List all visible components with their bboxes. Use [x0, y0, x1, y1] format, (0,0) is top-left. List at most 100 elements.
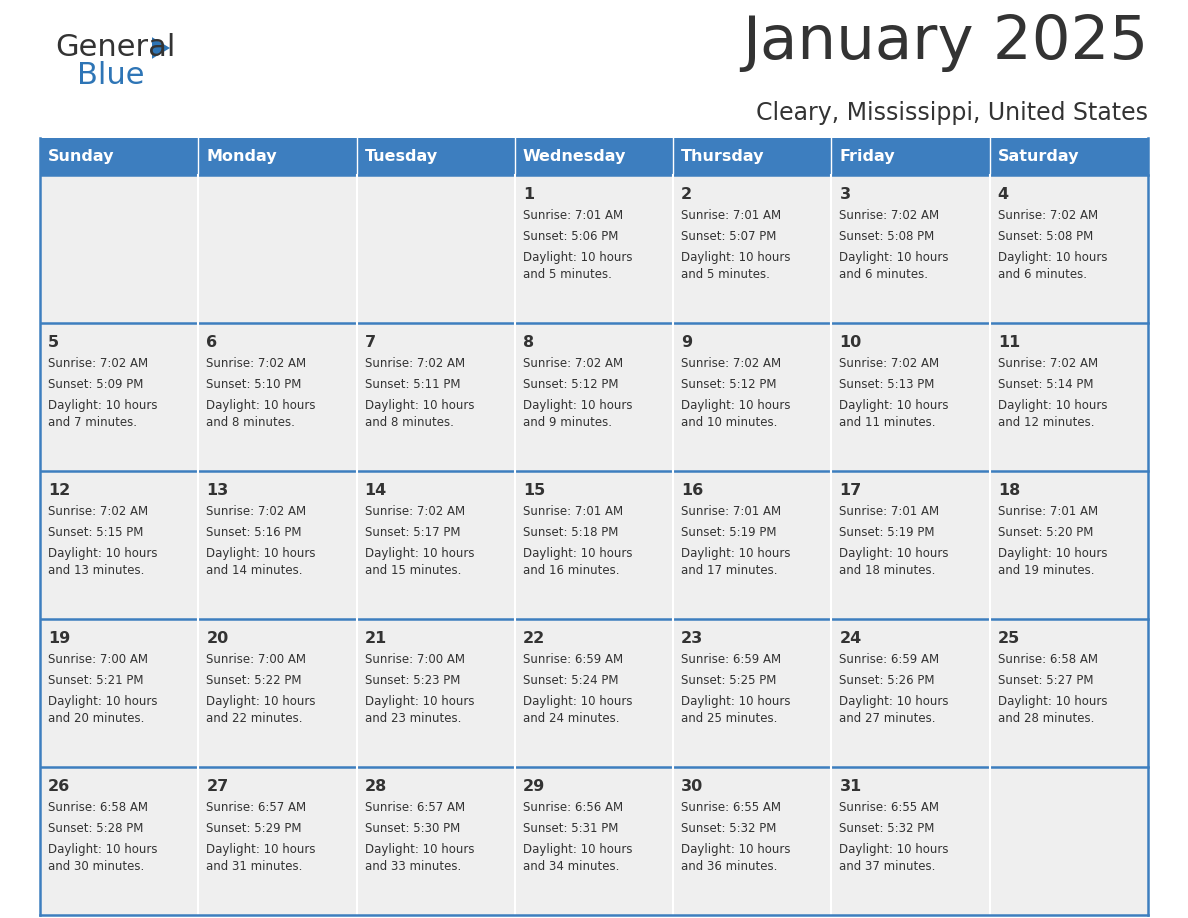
- Text: Sunrise: 6:57 AM: Sunrise: 6:57 AM: [365, 801, 465, 814]
- Text: Blue: Blue: [77, 62, 145, 91]
- Text: Daylight: 10 hours
and 17 minutes.: Daylight: 10 hours and 17 minutes.: [681, 547, 791, 577]
- Text: 27: 27: [207, 779, 228, 794]
- Text: Daylight: 10 hours
and 31 minutes.: Daylight: 10 hours and 31 minutes.: [207, 843, 316, 874]
- Text: Sunset: 5:10 PM: Sunset: 5:10 PM: [207, 378, 302, 391]
- Text: 16: 16: [681, 483, 703, 498]
- Bar: [514, 175, 674, 323]
- Text: Sunset: 5:12 PM: Sunset: 5:12 PM: [681, 378, 777, 391]
- Text: Daylight: 10 hours
and 30 minutes.: Daylight: 10 hours and 30 minutes.: [48, 843, 158, 874]
- Text: 19: 19: [48, 631, 70, 646]
- Text: Sunset: 5:30 PM: Sunset: 5:30 PM: [365, 822, 460, 835]
- Text: Daylight: 10 hours
and 24 minutes.: Daylight: 10 hours and 24 minutes.: [523, 695, 632, 725]
- Text: Sunrise: 7:02 AM: Sunrise: 7:02 AM: [207, 357, 307, 370]
- Text: Daylight: 10 hours
and 10 minutes.: Daylight: 10 hours and 10 minutes.: [681, 399, 791, 430]
- Bar: [40, 471, 198, 619]
- Text: Daylight: 10 hours
and 5 minutes.: Daylight: 10 hours and 5 minutes.: [523, 251, 632, 282]
- Bar: [514, 138, 674, 175]
- Bar: [674, 323, 832, 471]
- Text: Sunrise: 7:02 AM: Sunrise: 7:02 AM: [998, 209, 1098, 222]
- Text: Sunrise: 7:01 AM: Sunrise: 7:01 AM: [998, 505, 1098, 518]
- Text: Sunrise: 7:01 AM: Sunrise: 7:01 AM: [681, 505, 782, 518]
- Text: Daylight: 10 hours
and 18 minutes.: Daylight: 10 hours and 18 minutes.: [840, 547, 949, 577]
- Text: Daylight: 10 hours
and 11 minutes.: Daylight: 10 hours and 11 minutes.: [840, 399, 949, 430]
- Text: Sunrise: 6:58 AM: Sunrise: 6:58 AM: [998, 653, 1098, 666]
- Bar: [832, 138, 990, 175]
- Text: Sunset: 5:17 PM: Sunset: 5:17 PM: [365, 526, 460, 539]
- Text: 23: 23: [681, 631, 703, 646]
- Bar: [40, 138, 198, 175]
- Text: Sunrise: 7:02 AM: Sunrise: 7:02 AM: [840, 357, 940, 370]
- Text: Sunday: Sunday: [48, 149, 114, 164]
- Text: Sunrise: 7:00 AM: Sunrise: 7:00 AM: [48, 653, 148, 666]
- Text: Sunset: 5:28 PM: Sunset: 5:28 PM: [48, 822, 144, 835]
- Text: Daylight: 10 hours
and 8 minutes.: Daylight: 10 hours and 8 minutes.: [365, 399, 474, 430]
- Bar: [198, 767, 356, 915]
- Text: 9: 9: [681, 335, 693, 350]
- Text: 17: 17: [840, 483, 861, 498]
- Text: Sunset: 5:25 PM: Sunset: 5:25 PM: [681, 674, 777, 687]
- Text: Daylight: 10 hours
and 28 minutes.: Daylight: 10 hours and 28 minutes.: [998, 695, 1107, 725]
- Bar: [832, 323, 990, 471]
- Text: Daylight: 10 hours
and 16 minutes.: Daylight: 10 hours and 16 minutes.: [523, 547, 632, 577]
- Text: Sunrise: 7:01 AM: Sunrise: 7:01 AM: [840, 505, 940, 518]
- Text: Sunset: 5:32 PM: Sunset: 5:32 PM: [840, 822, 935, 835]
- Text: 5: 5: [48, 335, 59, 350]
- Text: Sunset: 5:12 PM: Sunset: 5:12 PM: [523, 378, 619, 391]
- Text: Sunset: 5:21 PM: Sunset: 5:21 PM: [48, 674, 144, 687]
- Text: 25: 25: [998, 631, 1020, 646]
- Bar: [990, 323, 1148, 471]
- Bar: [40, 175, 198, 323]
- Text: Sunrise: 7:02 AM: Sunrise: 7:02 AM: [523, 357, 623, 370]
- Text: Daylight: 10 hours
and 14 minutes.: Daylight: 10 hours and 14 minutes.: [207, 547, 316, 577]
- Text: 10: 10: [840, 335, 861, 350]
- Text: Daylight: 10 hours
and 8 minutes.: Daylight: 10 hours and 8 minutes.: [207, 399, 316, 430]
- Text: Daylight: 10 hours
and 34 minutes.: Daylight: 10 hours and 34 minutes.: [523, 843, 632, 874]
- Text: Sunset: 5:08 PM: Sunset: 5:08 PM: [840, 230, 935, 243]
- Text: Daylight: 10 hours
and 13 minutes.: Daylight: 10 hours and 13 minutes.: [48, 547, 158, 577]
- Text: Daylight: 10 hours
and 20 minutes.: Daylight: 10 hours and 20 minutes.: [48, 695, 158, 725]
- Text: Sunrise: 7:02 AM: Sunrise: 7:02 AM: [48, 357, 148, 370]
- Text: 29: 29: [523, 779, 545, 794]
- Text: Daylight: 10 hours
and 19 minutes.: Daylight: 10 hours and 19 minutes.: [998, 547, 1107, 577]
- Text: Sunset: 5:07 PM: Sunset: 5:07 PM: [681, 230, 777, 243]
- Text: 14: 14: [365, 483, 387, 498]
- Bar: [990, 767, 1148, 915]
- Text: Sunset: 5:19 PM: Sunset: 5:19 PM: [681, 526, 777, 539]
- Bar: [514, 619, 674, 767]
- Bar: [356, 767, 514, 915]
- Text: Sunset: 5:18 PM: Sunset: 5:18 PM: [523, 526, 618, 539]
- Text: Sunrise: 7:01 AM: Sunrise: 7:01 AM: [523, 209, 623, 222]
- Text: Sunrise: 7:02 AM: Sunrise: 7:02 AM: [207, 505, 307, 518]
- Text: Sunset: 5:31 PM: Sunset: 5:31 PM: [523, 822, 618, 835]
- Text: Daylight: 10 hours
and 23 minutes.: Daylight: 10 hours and 23 minutes.: [365, 695, 474, 725]
- Bar: [990, 471, 1148, 619]
- Text: Sunset: 5:19 PM: Sunset: 5:19 PM: [840, 526, 935, 539]
- Bar: [198, 138, 356, 175]
- Text: Sunrise: 7:02 AM: Sunrise: 7:02 AM: [998, 357, 1098, 370]
- Text: 21: 21: [365, 631, 387, 646]
- Bar: [198, 323, 356, 471]
- Text: Daylight: 10 hours
and 6 minutes.: Daylight: 10 hours and 6 minutes.: [840, 251, 949, 282]
- Bar: [356, 138, 514, 175]
- Text: Friday: Friday: [840, 149, 895, 164]
- Text: Sunrise: 7:01 AM: Sunrise: 7:01 AM: [523, 505, 623, 518]
- Bar: [990, 619, 1148, 767]
- Text: Sunrise: 7:02 AM: Sunrise: 7:02 AM: [681, 357, 782, 370]
- Text: Sunrise: 6:59 AM: Sunrise: 6:59 AM: [523, 653, 623, 666]
- Text: Sunset: 5:23 PM: Sunset: 5:23 PM: [365, 674, 460, 687]
- Text: Sunset: 5:11 PM: Sunset: 5:11 PM: [365, 378, 460, 391]
- Text: Sunset: 5:29 PM: Sunset: 5:29 PM: [207, 822, 302, 835]
- Text: Sunset: 5:16 PM: Sunset: 5:16 PM: [207, 526, 302, 539]
- Bar: [198, 471, 356, 619]
- Text: Daylight: 10 hours
and 36 minutes.: Daylight: 10 hours and 36 minutes.: [681, 843, 791, 874]
- Text: Sunrise: 7:01 AM: Sunrise: 7:01 AM: [681, 209, 782, 222]
- Text: 18: 18: [998, 483, 1020, 498]
- Text: 1: 1: [523, 187, 533, 202]
- Text: Sunrise: 6:59 AM: Sunrise: 6:59 AM: [681, 653, 782, 666]
- Bar: [40, 323, 198, 471]
- Bar: [514, 767, 674, 915]
- Text: Sunrise: 7:02 AM: Sunrise: 7:02 AM: [48, 505, 148, 518]
- Text: Sunset: 5:09 PM: Sunset: 5:09 PM: [48, 378, 144, 391]
- Text: Sunset: 5:14 PM: Sunset: 5:14 PM: [998, 378, 1093, 391]
- Bar: [674, 471, 832, 619]
